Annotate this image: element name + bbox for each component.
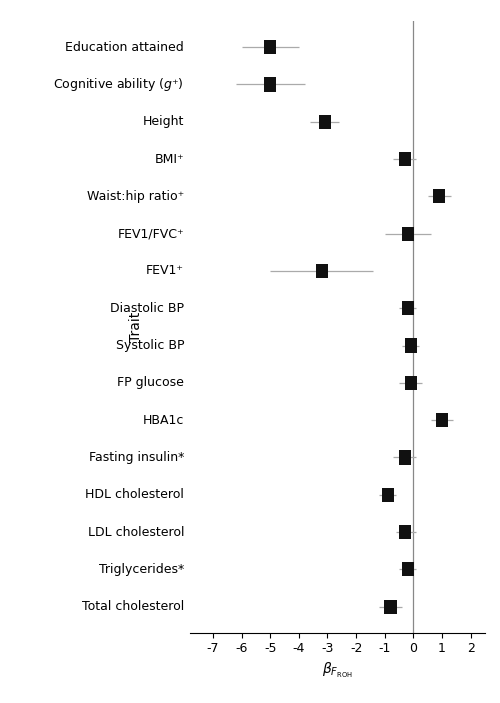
Text: Diastolic BP: Diastolic BP xyxy=(110,302,184,315)
Text: Height: Height xyxy=(142,115,184,128)
Text: Total cholesterol: Total cholesterol xyxy=(82,600,184,613)
Text: BMI⁺: BMI⁺ xyxy=(154,153,184,166)
Bar xyxy=(402,562,413,576)
Bar xyxy=(264,77,276,91)
Bar xyxy=(402,301,413,316)
Text: Systolic BP: Systolic BP xyxy=(116,339,184,352)
Bar xyxy=(404,338,416,353)
Bar xyxy=(382,488,394,502)
Text: Cognitive ability ($g$⁺): Cognitive ability ($g$⁺) xyxy=(54,76,184,93)
Text: FEV1/FVC⁺: FEV1/FVC⁺ xyxy=(118,227,184,240)
Bar xyxy=(433,189,445,203)
X-axis label: $\beta_{F_{\mathrm{ROH}}}$: $\beta_{F_{\mathrm{ROH}}}$ xyxy=(322,661,353,680)
Text: Triglycerides*: Triglycerides* xyxy=(99,563,184,576)
Bar xyxy=(318,115,330,129)
Text: Fasting insulin*: Fasting insulin* xyxy=(88,451,184,464)
Text: FEV1⁺: FEV1⁺ xyxy=(146,264,184,278)
Bar xyxy=(404,375,416,390)
Bar xyxy=(436,413,448,427)
Bar xyxy=(399,525,411,539)
Y-axis label: Trait: Trait xyxy=(130,311,143,342)
Bar xyxy=(402,226,413,240)
Bar xyxy=(399,451,411,465)
Text: LDL cholesterol: LDL cholesterol xyxy=(88,526,184,538)
Text: Waist:hip ratio⁺: Waist:hip ratio⁺ xyxy=(87,190,184,203)
Text: FP glucose: FP glucose xyxy=(117,376,184,389)
Bar xyxy=(384,600,396,614)
Bar xyxy=(264,40,276,54)
Bar xyxy=(399,152,411,166)
Text: HDL cholesterol: HDL cholesterol xyxy=(85,488,184,501)
Bar xyxy=(316,264,328,278)
Text: HBA1c: HBA1c xyxy=(142,413,184,427)
Text: Education attained: Education attained xyxy=(66,41,184,53)
